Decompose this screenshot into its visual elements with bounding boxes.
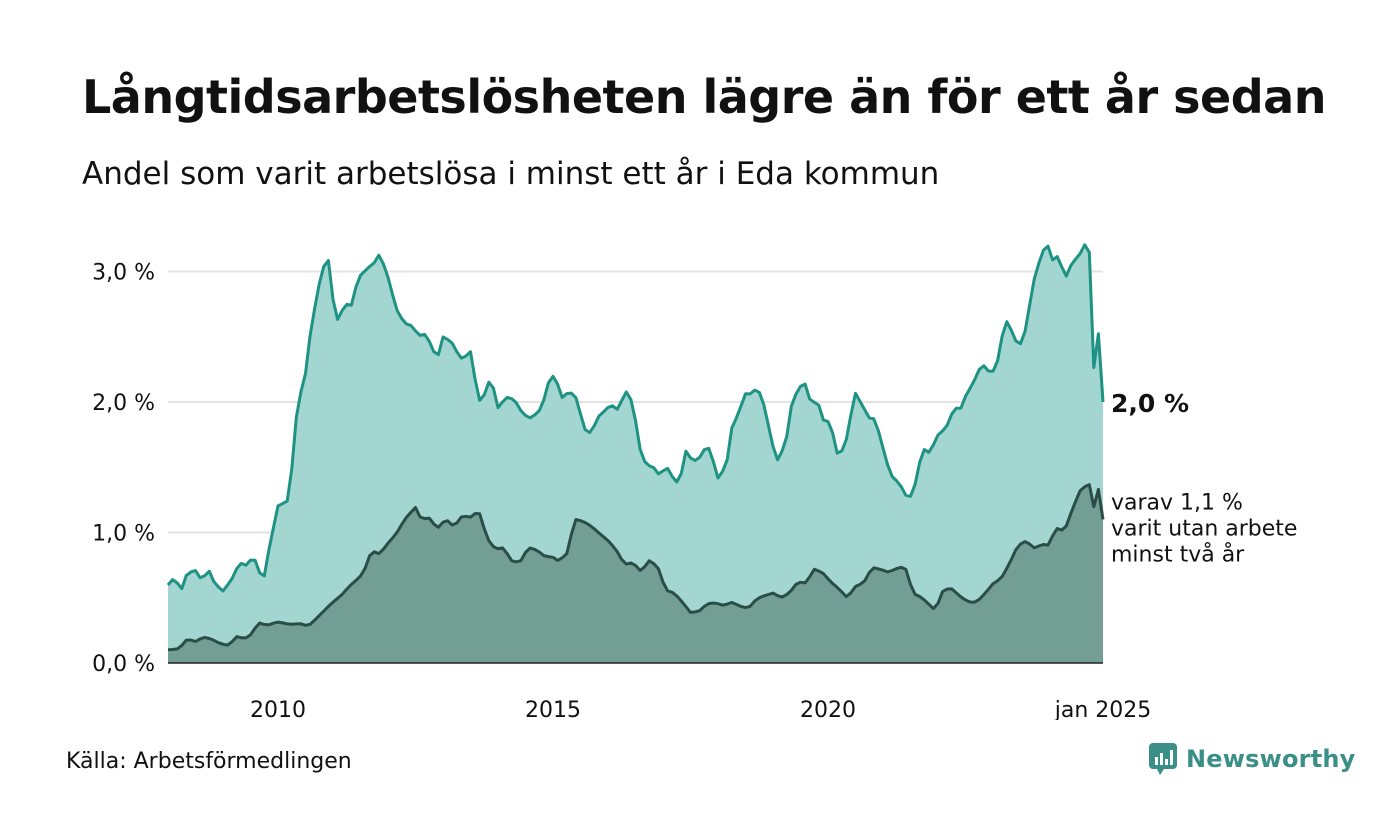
long-series-area bbox=[168, 484, 1103, 663]
y-tick-label: 1,0 % bbox=[92, 522, 155, 547]
y-tick-label: 2,0 % bbox=[92, 391, 155, 416]
chart-title: Långtidsarbetslösheten lägre än för ett … bbox=[82, 70, 1326, 124]
chart-areas bbox=[166, 243, 1105, 664]
end-label-long: varav 1,1 % bbox=[1111, 490, 1243, 515]
total-series-line bbox=[166, 243, 1105, 593]
end-label-total: 2,0 % bbox=[1111, 389, 1189, 418]
end-label-long-caption: varit utan arbete bbox=[1111, 516, 1297, 541]
source-note: Källa: Arbetsförmedlingen bbox=[66, 749, 352, 774]
x-tick-label: jan 2025 bbox=[1054, 698, 1152, 720]
x-tick-label: 2010 bbox=[250, 698, 306, 720]
y-tick-label: 0,0 % bbox=[92, 652, 155, 677]
end-label-long-caption: minst två år bbox=[1111, 541, 1245, 567]
y-tick-label: 3,0 % bbox=[92, 261, 155, 286]
newsworthy-logo-icon bbox=[1149, 743, 1177, 775]
brand-logo: Newsworthy bbox=[1148, 742, 1356, 776]
chart-subtitle: Andel som varit arbetslösa i minst ett å… bbox=[82, 156, 940, 192]
long-series-line bbox=[167, 483, 1105, 652]
x-tick-label: 2020 bbox=[800, 698, 856, 720]
chart-axes: 0,0 % 1,0 % 2,0 % 3,0 % 2010 2015 2020 jan 2025 bbox=[92, 261, 1151, 721]
brand-name: Newsworthy bbox=[1186, 745, 1356, 773]
x-tick-label: 2015 bbox=[525, 698, 581, 720]
area-chart: 0,0 % 1,0 % 2,0 % 3,0 % 2010 2015 2020 jan 2025… bbox=[92, 243, 1297, 721]
